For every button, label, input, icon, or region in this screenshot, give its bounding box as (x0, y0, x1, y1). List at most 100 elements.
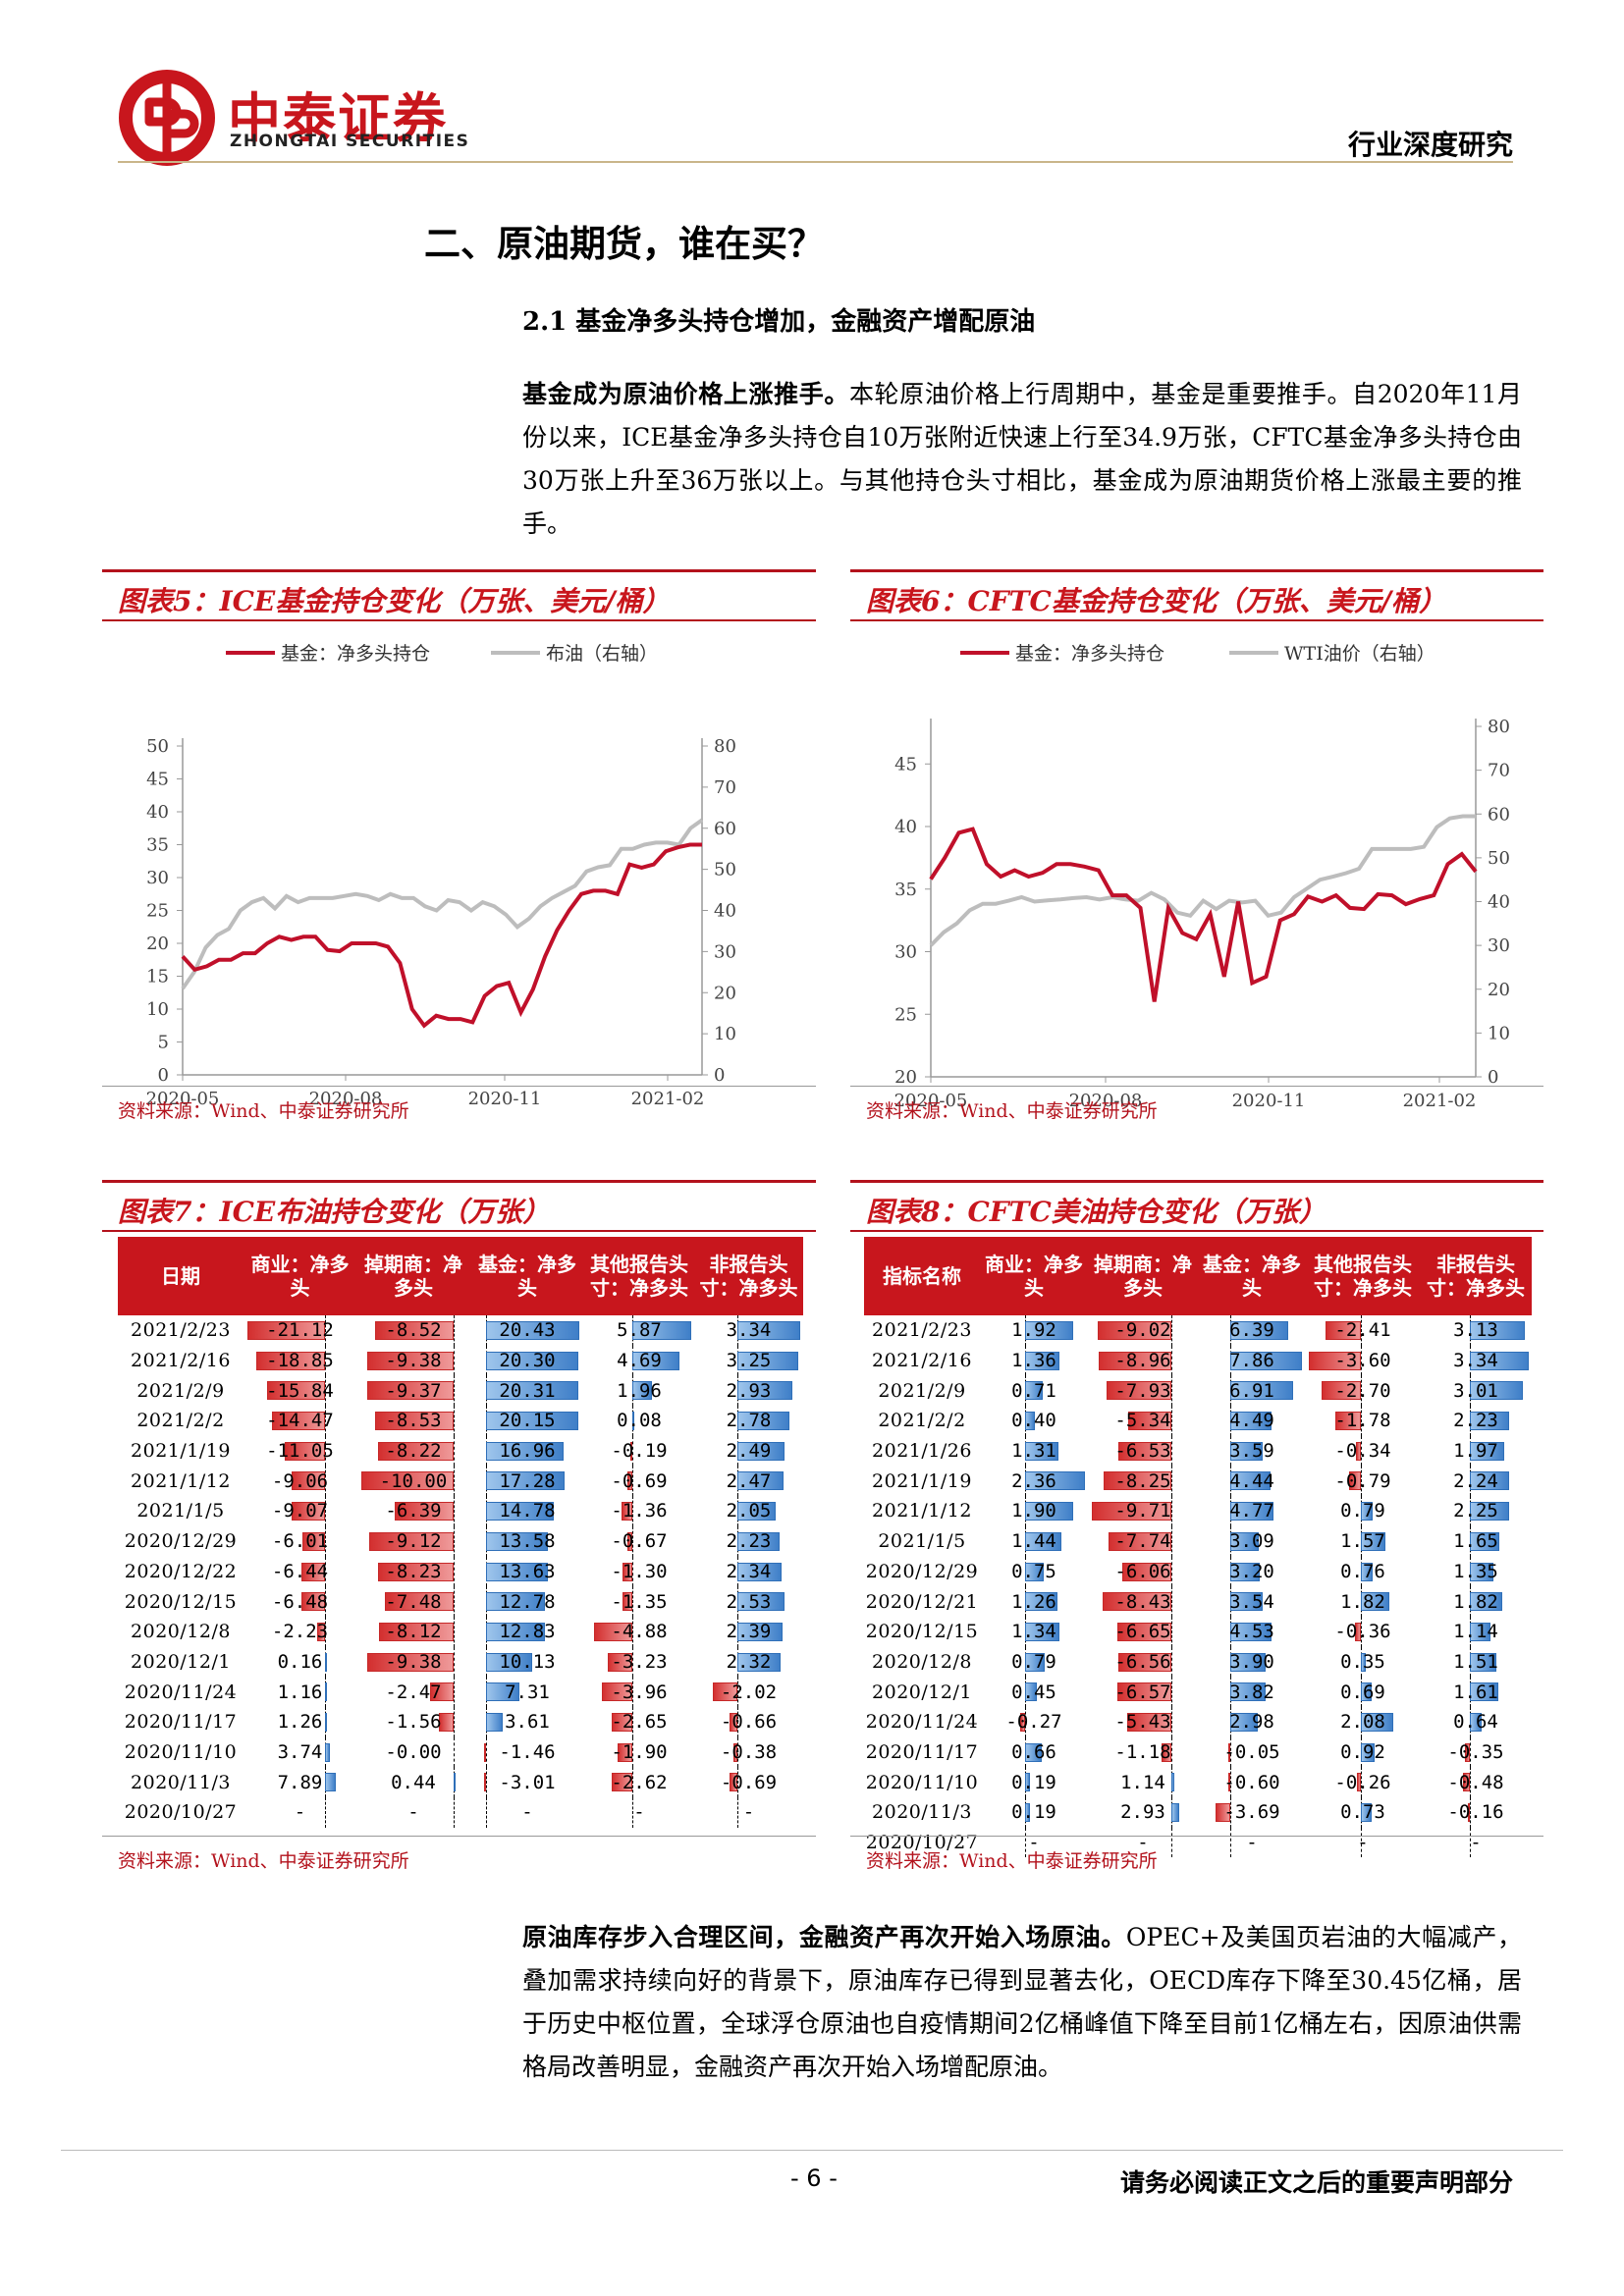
data-bar (255, 1351, 325, 1370)
data-bar (486, 1412, 578, 1431)
zero-line (632, 1556, 634, 1587)
data-cell: -9.38 (356, 1646, 470, 1678)
cell-value: 16.96 (499, 1440, 556, 1463)
data-bar (1171, 1773, 1175, 1792)
table-row: 2020/11/24 1.16 -2.47 7.31 -3.96 -2.02 (118, 1677, 803, 1707)
data-bar (1349, 1471, 1361, 1491)
column-header: 基金：净多头 (470, 1237, 584, 1315)
cell-value: 0.79 (1340, 1500, 1385, 1522)
cell-value: 2.36 (1011, 1469, 1056, 1492)
data-bar (486, 1682, 520, 1702)
cell-value: 13.63 (499, 1560, 556, 1582)
cell-value: 14.78 (499, 1500, 556, 1522)
data-bar (486, 1712, 503, 1732)
figure-7-source: 资料来源：Wind、中泰证券研究所 (102, 1836, 816, 1872)
cell-value: -0.34 (1334, 1440, 1391, 1463)
data-cell: -6.44 (244, 1556, 356, 1587)
cell-value: -0.66 (720, 1711, 778, 1734)
data-bar (712, 1682, 738, 1702)
table-row: 2021/2/9 -15.84 -9.37 20.31 1.96 2.93 (118, 1375, 803, 1407)
column-header: 指标名称 (864, 1237, 980, 1315)
data-cell: -6.65 (1088, 1616, 1198, 1647)
y-tick-label: 30 (146, 868, 169, 888)
logo-text-en: ZHONGTAI SECURITIES (230, 132, 470, 151)
data-bar (622, 1562, 633, 1581)
data-bar (737, 1321, 800, 1340)
data-cell: - (1198, 1827, 1306, 1858)
cell-value: 3.74 (277, 1740, 323, 1763)
data-cell: 2.05 (694, 1496, 803, 1526)
zero-line (453, 1315, 455, 1346)
cell-value: -8.53 (385, 1410, 442, 1432)
zero-line (1025, 1827, 1027, 1858)
row-date: 2020/12/22 (124, 1560, 238, 1582)
y-tick-label: 25 (146, 901, 169, 922)
cell-value: 4.69 (617, 1350, 662, 1372)
series-line-fund-net-long (929, 827, 1478, 1002)
data-cell: 2.36 (980, 1466, 1088, 1497)
y2-tick-label: 10 (1488, 1023, 1510, 1043)
data-cell: 3.34 (694, 1315, 803, 1346)
cell-value: -8.43 (1114, 1590, 1171, 1613)
data-cell: -8.23 (356, 1556, 470, 1587)
data-bar (271, 1412, 325, 1431)
data-bar (1117, 1652, 1172, 1672)
data-cell: 0.71 (980, 1375, 1088, 1407)
logo-text-cn: 中泰证券 (228, 87, 448, 149)
data-bar (1121, 1562, 1172, 1581)
data-cell: 3.54 (1198, 1586, 1306, 1617)
data-bar (1025, 1652, 1046, 1672)
data-cell: -9.07 (244, 1496, 356, 1526)
y2-tick-label: 70 (1488, 761, 1510, 781)
data-cell: -11.05 (244, 1435, 356, 1467)
table-row: 2020/10/27 - - - - - (864, 1827, 1532, 1858)
data-cell: 1.61 (1420, 1677, 1532, 1707)
data-bar (612, 1773, 633, 1792)
cell-value: 2.93 (726, 1379, 772, 1402)
data-cell: 1.82 (1420, 1586, 1532, 1617)
cell-value: 1.65 (1453, 1530, 1498, 1553)
cell-value: -1.18 (1114, 1740, 1171, 1763)
data-cell: -3.01 (470, 1767, 584, 1797)
cell-value: -0.05 (1223, 1740, 1280, 1763)
data-bar (1230, 1562, 1260, 1581)
zero-line (1171, 1375, 1173, 1407)
data-cell: 1.34 (980, 1616, 1088, 1647)
figure-6-panel: 图表6：CFTC基金持仓变化（万张、美元/桶） 基金：净多头持仓 WTI油价（右轴… (850, 569, 1543, 1131)
cell-value: 1.51 (1453, 1650, 1498, 1673)
data-cell: -8.53 (356, 1406, 470, 1436)
data-bar (1470, 1321, 1526, 1340)
row-date: 2021/2/2 (878, 1410, 966, 1432)
column-header: 非报告头寸：净多头 (1420, 1237, 1532, 1315)
table-row: 2021/1/19 -11.05 -8.22 16.96 -0.19 2.49 (118, 1435, 803, 1467)
zero-line (632, 1466, 634, 1497)
data-cell: -0.79 (1306, 1466, 1420, 1497)
cell-value: 2.32 (726, 1650, 772, 1673)
data-bar (1025, 1592, 1057, 1612)
data-cell: - (470, 1797, 584, 1828)
y2-tick-label: 20 (714, 983, 736, 1003)
data-cell: 6.39 (1198, 1315, 1306, 1346)
zero-line (1171, 1706, 1173, 1737)
zero-line (1171, 1315, 1173, 1346)
data-cell: 1.36 (980, 1345, 1088, 1376)
data-bar (622, 1592, 633, 1612)
zero-line (1470, 1797, 1472, 1828)
data-cell: -8.22 (356, 1435, 470, 1467)
table-row: 2020/10/27 - - - - - (118, 1797, 803, 1828)
table-row: 2020/12/1 0.45 -6.57 3.82 0.69 1.61 (864, 1677, 1532, 1707)
row-date: 2020/12/29 (865, 1560, 979, 1582)
y-tick-label: 35 (894, 880, 917, 900)
zero-line (453, 1797, 455, 1828)
data-cell: 20.15 (470, 1406, 584, 1436)
data-cell: 14.78 (470, 1496, 584, 1526)
zero-line (1171, 1435, 1173, 1467)
figure-8-title-bar: 图表8：CFTC美油持仓变化（万张） (850, 1180, 1543, 1232)
cell-value: -2.62 (611, 1771, 668, 1793)
row-date: 2020/12/29 (124, 1530, 238, 1553)
column-header: 商业：净多头 (244, 1237, 356, 1315)
zero-line (632, 1767, 634, 1797)
data-cell: -8.25 (1088, 1466, 1198, 1497)
data-cell: 1.14 (1420, 1616, 1532, 1647)
data-cell: 0.19 (980, 1767, 1088, 1797)
